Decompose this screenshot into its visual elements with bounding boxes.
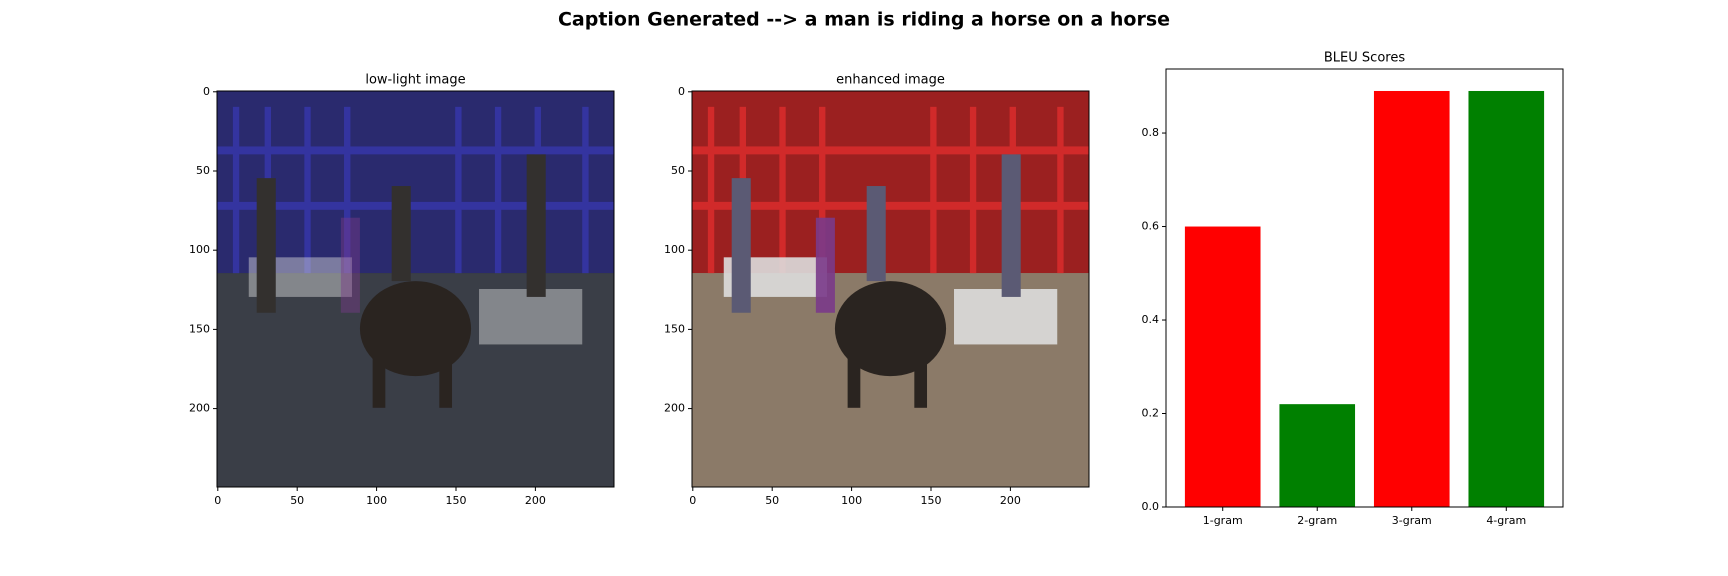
y-tick-label: 0.0 — [1142, 500, 1160, 513]
enhanced-image — [692, 91, 1089, 487]
y-tick-label: 150 — [664, 322, 685, 335]
x-tick-label: 150 — [445, 494, 466, 507]
axes-frame — [691, 90, 1090, 488]
x-tick-label: 3-gram — [1392, 514, 1432, 527]
y-tick-label: 50 — [671, 164, 685, 177]
x-tick-label: 200 — [525, 494, 546, 507]
y-tick-label: 0.8 — [1142, 126, 1160, 139]
x-tick-label: 4-gram — [1486, 514, 1526, 527]
y-tick-label: 0.4 — [1142, 313, 1160, 326]
y-tick-label: 0.2 — [1142, 407, 1160, 420]
bar — [1468, 90, 1545, 507]
y-tick-label: 150 — [189, 322, 210, 335]
x-tick-label: 0 — [689, 494, 696, 507]
axes-frame — [1165, 68, 1564, 508]
y-tick-label: 0.6 — [1142, 220, 1160, 233]
y-tick-label: 50 — [196, 164, 210, 177]
low-light-image — [217, 91, 614, 487]
y-tick-label: 200 — [664, 402, 685, 415]
x-tick-label: 200 — [1000, 494, 1021, 507]
x-tick-label: 1-gram — [1203, 514, 1243, 527]
y-tick-label: 0 — [678, 85, 685, 98]
axes-title: BLEU Scores — [1324, 51, 1405, 66]
y-tick-label: 0 — [203, 85, 210, 98]
bar — [1184, 226, 1261, 508]
x-tick-label: 50 — [290, 494, 304, 507]
bar — [1279, 404, 1356, 507]
y-tick-label: 100 — [664, 243, 685, 256]
axes-frame — [216, 90, 615, 488]
x-tick-label: 150 — [920, 494, 941, 507]
bar — [1373, 90, 1450, 507]
x-tick-label: 2-gram — [1297, 514, 1337, 527]
y-tick-label: 200 — [189, 402, 210, 415]
figure-title: Caption Generated --> a man is riding a … — [558, 9, 1170, 31]
axes-title: enhanced image — [836, 73, 945, 88]
axes-title: low-light image — [365, 73, 465, 88]
x-tick-label: 0 — [214, 494, 221, 507]
x-tick-label: 100 — [841, 494, 862, 507]
x-tick-label: 50 — [765, 494, 779, 507]
x-tick-label: 100 — [366, 494, 387, 507]
y-tick-label: 100 — [189, 243, 210, 256]
